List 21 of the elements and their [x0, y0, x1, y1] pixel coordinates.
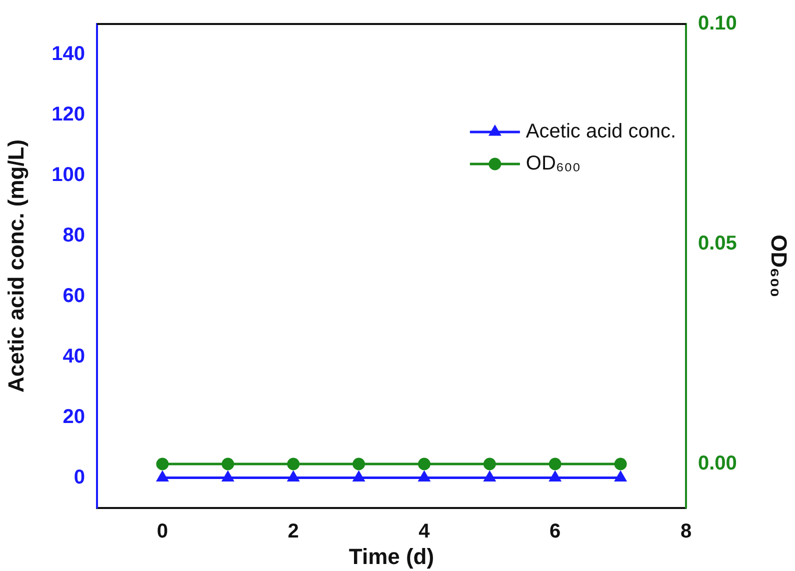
y-tick-label: 80 [62, 224, 85, 246]
y-tick-label: 120 [52, 103, 85, 126]
y-axis-title: Acetic acid conc. (mg/L) [3, 139, 28, 393]
y-tick-label: 60 [62, 284, 85, 307]
x-tick-label: 0 [156, 520, 168, 543]
x-axis-title: Time (d) [348, 544, 434, 569]
y2-tick-label: 0.10 [698, 12, 737, 35]
y2-axis-title: OD₆₀₀ [766, 234, 792, 298]
x-tick-label: 2 [288, 520, 299, 543]
y2-tick-label: 0.05 [698, 232, 737, 255]
y2-tick-label: 0.00 [698, 452, 737, 475]
x-tick-label: 8 [680, 520, 692, 543]
x-tick-label: 6 [550, 520, 561, 543]
y-tick-label: 40 [62, 345, 85, 368]
legend-label: Acetic acid conc. [526, 120, 676, 143]
y-tick-label: 100 [52, 164, 85, 186]
y-tick-label: 0 [74, 466, 85, 488]
x-tick-label: 4 [418, 520, 431, 543]
legend-label: OD₆₀₀ [526, 152, 581, 175]
y-tick-label: 20 [62, 406, 85, 428]
y-tick-label: 140 [52, 42, 85, 65]
